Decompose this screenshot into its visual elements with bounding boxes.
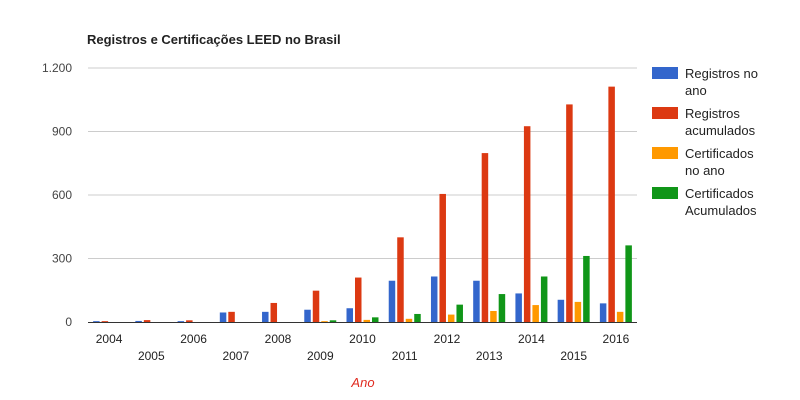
bar-registros-no-ano-2014[interactable] — [515, 293, 522, 322]
bar-registros-no-ano-2006[interactable] — [177, 321, 185, 322]
x-tick-label: 2007 — [222, 349, 249, 363]
bar-certificados-acumulados-2010[interactable] — [372, 317, 379, 322]
bar-certificados-no-ano-2012[interactable] — [447, 314, 455, 322]
x-axis-ticks: 2004 2005 2006 2007 2008 2009 2010 2011 2012 2013… — [96, 332, 630, 363]
legend-swatch — [652, 107, 678, 119]
legend-label-line: ano — [685, 83, 707, 98]
bar-registros-acumulados-2008[interactable] — [270, 302, 278, 322]
bar-registros-acumulados-2009[interactable] — [312, 290, 320, 322]
bar-certificados-acumulados-2009[interactable] — [329, 320, 337, 322]
legend-label-line: Certificados — [685, 186, 754, 201]
bar-certificados-no-ano-2013[interactable] — [490, 310, 497, 322]
bar-registros-acumulados-2011[interactable] — [397, 237, 404, 322]
bar-certificados-no-ano-2011[interactable] — [405, 318, 413, 322]
bar-registros-no-ano-2012[interactable] — [430, 276, 438, 322]
bar-certificados-acumulados-2014[interactable] — [540, 276, 548, 322]
legend-label-line: Registros no — [685, 66, 758, 81]
bar-registros-no-ano-2009[interactable] — [304, 309, 311, 322]
bar-registros-no-ano-2007[interactable] — [219, 312, 227, 322]
bar-registros-acumulados-2014[interactable] — [523, 126, 531, 323]
bar-registros-acumulados-2006[interactable] — [186, 320, 193, 322]
bar-registros-no-ano-2010[interactable] — [346, 308, 354, 322]
legend-swatch — [652, 147, 678, 159]
bar-certificados-acumulados-2012[interactable] — [456, 304, 463, 322]
legend-label-line: acumulados — [685, 123, 756, 138]
x-tick-label: 2011 — [392, 349, 418, 363]
legend: Registros no ano Registros acumulados Certif… — [652, 66, 758, 218]
legend-label-line: Certificados — [685, 146, 754, 161]
x-tick-label: 2004 — [96, 332, 123, 346]
legend-label: Registros acumulados — [685, 106, 756, 138]
x-tick-label: 2009 — [307, 349, 334, 363]
x-tick-label: 2015 — [560, 349, 587, 363]
bar-registros-acumulados-2015[interactable] — [566, 104, 573, 322]
bar-registros-acumulados-2004[interactable] — [101, 321, 109, 322]
x-tick-label: 2013 — [476, 349, 503, 363]
legend-label: Registros no ano — [685, 66, 758, 98]
bar-registros-acumulados-2010[interactable] — [355, 277, 362, 322]
bar-registros-acumulados-2013[interactable] — [481, 153, 489, 322]
bar-certificados-acumulados-2013[interactable] — [498, 294, 506, 322]
y-tick-label: 600 — [52, 188, 72, 202]
grid — [88, 67, 637, 259]
bar-certificados-no-ano-2010[interactable] — [363, 319, 371, 322]
bar-certificados-acumulados-2016[interactable] — [625, 245, 632, 322]
bar-registros-no-ano-2011[interactable] — [388, 280, 396, 322]
x-tick-label: 2012 — [434, 332, 461, 346]
bar-registros-acumulados-2007[interactable] — [228, 311, 235, 322]
legend-label: Certificados Acumulados — [685, 186, 757, 218]
x-tick-label: 2006 — [180, 332, 207, 346]
bar-certificados-acumulados-2011[interactable] — [414, 313, 421, 322]
x-tick-label: 2008 — [265, 332, 292, 346]
legend-label-line: Acumulados — [685, 203, 757, 218]
y-axis-ticks: 0 300 600 900 1.200 — [42, 61, 72, 329]
x-axis-title: Ano — [350, 375, 374, 390]
legend-swatch — [652, 67, 678, 79]
y-tick-label: 300 — [52, 252, 72, 266]
bar-registros-no-ano-2015[interactable] — [557, 299, 565, 322]
y-tick-label: 900 — [52, 125, 72, 139]
legend-swatch — [652, 187, 678, 199]
y-tick-label: 0 — [65, 315, 72, 329]
bar-certificados-no-ano-2014[interactable] — [532, 305, 539, 322]
bar-registros-acumulados-2005[interactable] — [143, 320, 151, 322]
legend-label-line: Registros — [685, 106, 740, 121]
y-tick-label: 1.200 — [42, 61, 72, 75]
bar-registros-acumulados-2012[interactable] — [439, 193, 446, 322]
bars — [93, 86, 632, 323]
legend-label: Certificados no ano — [685, 146, 754, 178]
bar-certificados-no-ano-2009[interactable] — [321, 321, 328, 322]
x-tick-label: 2016 — [603, 332, 630, 346]
bar-registros-no-ano-2004[interactable] — [93, 321, 100, 322]
x-tick-label: 2014 — [518, 332, 545, 346]
bar-certificados-no-ano-2016[interactable] — [616, 311, 624, 322]
chart-title: Registros e Certificações LEED no Brasil — [87, 32, 341, 47]
bar-registros-no-ano-2013[interactable] — [473, 280, 480, 322]
legend-label-line: no ano — [685, 163, 725, 178]
bar-registros-acumulados-2016[interactable] — [608, 86, 615, 322]
bar-registros-no-ano-2016[interactable] — [599, 303, 607, 322]
bar-certificados-acumulados-2015[interactable] — [583, 255, 590, 322]
x-tick-label: 2010 — [349, 332, 376, 346]
bar-registros-no-ano-2008[interactable] — [262, 311, 269, 322]
x-tick-label: 2005 — [138, 349, 165, 363]
bar-registros-no-ano-2005[interactable] — [135, 320, 142, 322]
bar-certificados-no-ano-2015[interactable] — [574, 301, 582, 322]
